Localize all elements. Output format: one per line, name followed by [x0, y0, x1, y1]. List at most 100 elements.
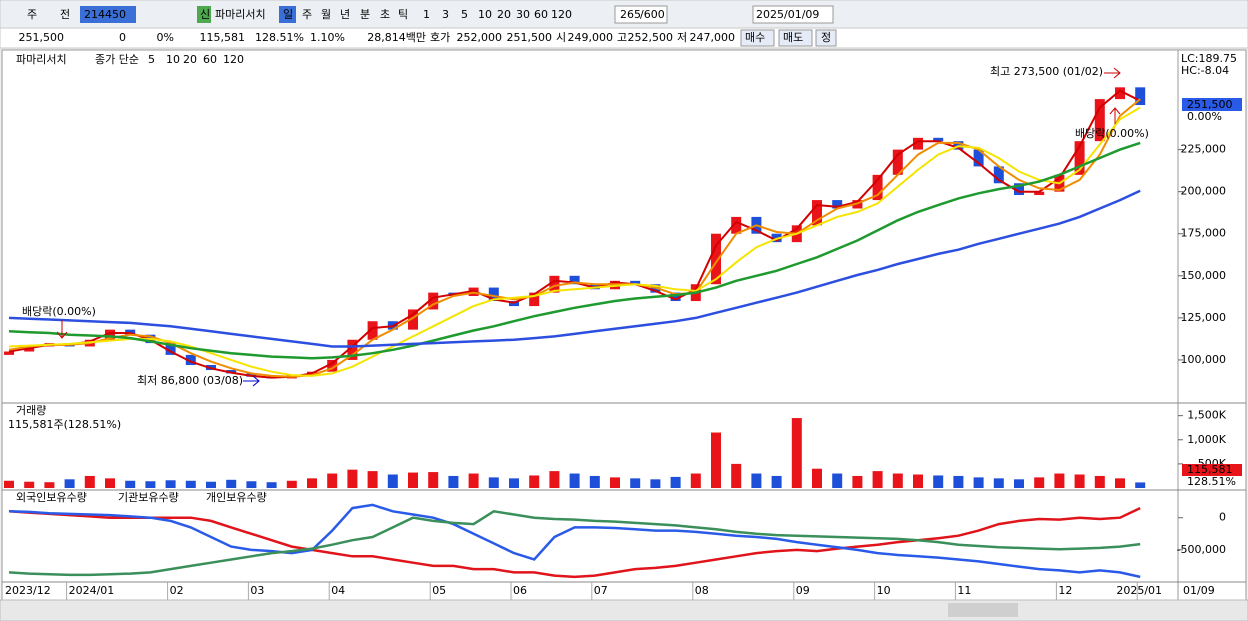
toolbar-item[interactable]: 틱 — [398, 8, 408, 21]
toolbar-item[interactable]: 년 — [340, 8, 350, 21]
legend-label: 종가 단순 — [95, 53, 139, 66]
arrow — [243, 375, 260, 387]
candle-body — [549, 275, 560, 293]
quote-item: 저 — [677, 31, 687, 44]
volume-bar — [711, 432, 721, 488]
toolbar-item[interactable]: 초 — [380, 8, 390, 21]
y-tick-label: 100,000 — [1181, 353, 1227, 366]
quote-item: 115,581 — [200, 31, 246, 44]
annotation: 배당락(0.00%) — [22, 305, 96, 318]
change-label: 0.00% — [1187, 110, 1222, 123]
moving-average — [8, 141, 1141, 360]
x-tick-label: 04 — [331, 584, 345, 597]
panel-title: 파마리서치 — [16, 53, 67, 66]
toolbar-item[interactable]: 265 — [620, 8, 641, 21]
quote-item: 247,000 — [690, 31, 736, 44]
volume-bar — [24, 481, 35, 488]
quote-item: 시 — [556, 31, 566, 44]
volume-bar — [327, 473, 338, 488]
toolbar-item[interactable]: 10 — [478, 8, 492, 21]
holding-line — [8, 503, 1141, 579]
volume-ratio: 128.51% — [1187, 475, 1236, 488]
quote-item: 매도 — [783, 31, 803, 44]
toolbar-item[interactable]: 신 — [200, 8, 210, 21]
candle-body — [347, 339, 358, 360]
toolbar-item[interactable]: 3 — [442, 8, 449, 21]
toolbar-item[interactable]: 120 — [551, 8, 572, 21]
legend-entry: 개인보유수량 — [206, 491, 267, 504]
toolbar-item[interactable]: 월 — [321, 8, 331, 21]
candle-body — [973, 149, 984, 167]
price-tag-label: 251,500 — [1187, 98, 1233, 111]
panel-subtitle: 115,581주(128.51%) — [8, 418, 121, 431]
toolbar-item[interactable]: 1 — [423, 8, 430, 21]
candle-body — [185, 354, 196, 365]
quote-item: 고 — [617, 31, 627, 44]
count-box[interactable] — [614, 5, 668, 24]
candle-body — [529, 292, 540, 307]
y-tick-label: 200,000 — [1181, 185, 1227, 198]
day-button[interactable] — [279, 6, 296, 23]
volume-bar — [266, 482, 277, 488]
x-tick-label: 09 — [796, 584, 810, 597]
volume-tag-label: 115,581 — [1187, 463, 1233, 476]
volume-bar — [913, 474, 923, 488]
toolbar-item[interactable]: 파마리서치 — [215, 8, 266, 21]
toolbar-item[interactable]: 20 — [497, 8, 511, 21]
toolbar-item[interactable]: /600 — [640, 8, 665, 21]
x-tick-label: 05 — [432, 584, 446, 597]
scroll-bar[interactable] — [0, 599, 1248, 621]
quote-item: 251,500 — [507, 31, 553, 44]
volume-bar — [307, 478, 317, 488]
toolbar-item[interactable]: 분 — [360, 8, 370, 21]
volume-bar — [1135, 482, 1146, 488]
x-tick-label: 03 — [250, 584, 264, 597]
chart-area — [1, 49, 1179, 601]
volume-bar — [408, 472, 418, 488]
x-tick-label: 12 — [1058, 584, 1072, 597]
volume-bar — [569, 473, 580, 488]
y-tick-label: 1,500K — [1187, 409, 1226, 422]
candle-body — [1094, 99, 1105, 142]
toolbar-item[interactable]: 2025/01/09 — [756, 8, 819, 21]
toolbar-item[interactable]: 주 — [302, 8, 312, 21]
holding-line — [8, 506, 1141, 579]
toolbar-item[interactable]: 주 — [27, 8, 37, 21]
buy-button[interactable] — [740, 29, 775, 47]
volume-bar — [529, 475, 540, 488]
y-tick-label: 1,000K — [1187, 433, 1226, 446]
arrow — [1109, 107, 1121, 124]
toolbar-item[interactable]: 30 — [516, 8, 530, 21]
x-tick-label: 07 — [594, 584, 608, 597]
volume-bar — [973, 477, 984, 488]
code-input[interactable] — [80, 6, 136, 23]
toolbar-item[interactable]: 214450 — [84, 8, 126, 21]
volume-bar — [549, 471, 560, 488]
volume-bar — [1115, 478, 1125, 488]
sell-button[interactable] — [778, 29, 813, 47]
toolbar-item[interactable]: 전 — [60, 8, 70, 21]
scroll-thumb[interactable] — [948, 603, 1018, 617]
quote-item: 0 — [119, 31, 126, 44]
hc-label: HC:-8.04 — [1181, 64, 1229, 77]
quote-item: 정 — [821, 31, 831, 44]
y-tick-label: 0 — [1219, 511, 1226, 524]
quote-item: 호가 — [430, 31, 450, 44]
volume-bar — [4, 480, 14, 488]
candle-body — [4, 351, 14, 355]
candle-body — [165, 343, 176, 355]
candle-body — [872, 174, 883, 201]
candle-body — [630, 280, 641, 285]
volume-bar — [630, 478, 641, 488]
cursor-date: 01/09 — [1183, 584, 1215, 597]
candle-body — [933, 137, 944, 142]
legend-entry: 20 — [183, 53, 197, 66]
edit-button[interactable] — [815, 29, 837, 47]
toolbar-item[interactable]: 5 — [461, 8, 468, 21]
volume-bar — [145, 481, 156, 488]
volume-bar — [791, 418, 802, 488]
toolbar-item[interactable]: 60 — [534, 8, 548, 21]
candle-body — [367, 321, 378, 340]
toolbar-item[interactable]: 일 — [283, 7, 293, 21]
date-box[interactable] — [752, 5, 834, 24]
